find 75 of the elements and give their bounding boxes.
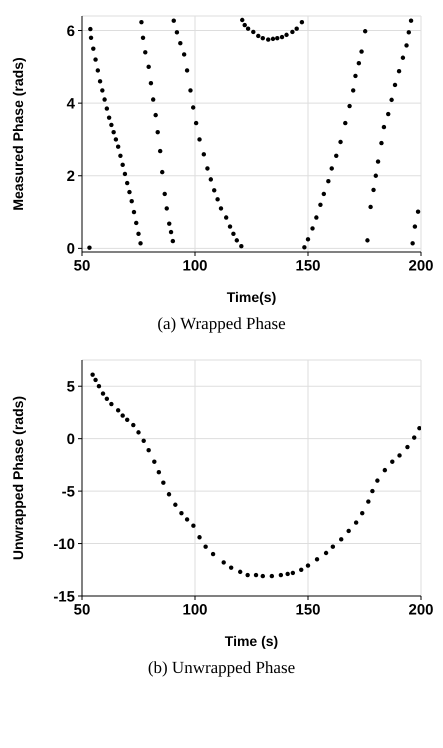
point <box>366 499 371 504</box>
point <box>360 510 364 516</box>
point <box>203 544 208 549</box>
point <box>412 435 416 440</box>
point <box>260 574 265 578</box>
point <box>93 378 98 382</box>
x-tick-label: 150 <box>295 602 321 619</box>
y-tick-label: -15 <box>53 588 75 606</box>
text: (a) Wrapped Phase <box>156 314 287 334</box>
point <box>90 372 95 377</box>
x-tick-label: 50 <box>74 602 90 619</box>
point <box>285 572 290 576</box>
point <box>290 570 296 576</box>
text: (b) Unwrapped Phase <box>146 658 296 678</box>
y-tick-label: -10 <box>53 536 75 553</box>
x-tick-label: 100 <box>182 258 208 275</box>
point <box>210 552 216 556</box>
point <box>417 426 421 430</box>
point <box>161 480 166 485</box>
point <box>314 557 320 562</box>
point <box>245 572 250 578</box>
point <box>104 396 110 402</box>
point <box>397 453 402 458</box>
point <box>254 572 258 578</box>
point <box>299 568 304 572</box>
point <box>270 574 274 578</box>
point <box>390 460 394 464</box>
point <box>100 391 106 396</box>
point <box>173 502 178 507</box>
point <box>382 468 388 472</box>
point <box>136 430 141 435</box>
point <box>109 402 114 406</box>
y-tick-label: 0 <box>66 240 75 258</box>
x-axis-title: Time (s) <box>224 633 278 649</box>
point <box>152 460 157 464</box>
point <box>330 544 336 549</box>
point <box>125 418 130 422</box>
point <box>156 470 162 474</box>
point <box>278 572 284 578</box>
point <box>222 560 226 565</box>
y-axis-title: Measured Phase (rads) <box>10 57 26 211</box>
point <box>116 408 120 413</box>
x-axis-title: Time(s) <box>226 289 276 305</box>
x-tick-label: 50 <box>74 258 90 275</box>
point <box>184 517 190 522</box>
y-tick-label: -5 <box>62 483 75 500</box>
x-tick-label: 200 <box>408 258 434 275</box>
point <box>96 384 102 388</box>
y-tick-label: 4 <box>66 95 76 112</box>
point <box>228 565 234 570</box>
point <box>179 510 184 516</box>
point <box>131 422 136 428</box>
y-tick-label: 2 <box>66 168 75 186</box>
point <box>375 478 380 483</box>
point <box>120 413 125 418</box>
point <box>354 520 358 525</box>
point <box>197 535 202 540</box>
x-tick-label: 200 <box>408 602 434 619</box>
point <box>346 528 351 534</box>
y-tick-label: 0 <box>66 430 75 448</box>
point <box>339 537 344 542</box>
y-tick-label: 5 <box>66 378 75 396</box>
point <box>166 492 172 496</box>
point <box>306 563 310 568</box>
y-axis-title: Unwrapped Phase (rads) <box>10 396 26 560</box>
x-tick-label: 150 <box>295 258 321 275</box>
point <box>146 448 151 452</box>
point <box>191 524 196 528</box>
point <box>405 444 410 450</box>
point <box>370 488 375 494</box>
point <box>324 550 328 556</box>
y-tick-label: 6 <box>66 22 75 40</box>
point <box>142 438 146 443</box>
point <box>238 570 242 574</box>
x-tick-label: 100 <box>182 602 208 619</box>
